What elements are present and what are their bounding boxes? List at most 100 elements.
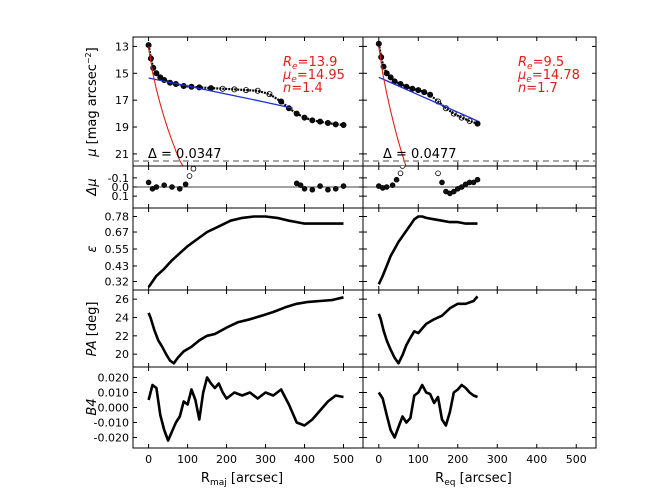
- x-tick-label: 400: [294, 453, 315, 466]
- mu-disk-line: [378, 76, 478, 122]
- x-tick-label: 500: [566, 453, 587, 466]
- y-axis-label: B4: [85, 398, 100, 415]
- x-tick-label: 100: [408, 453, 429, 466]
- y-tick-label: 13: [115, 40, 129, 53]
- dmu-point: [297, 182, 304, 188]
- data-group: [377, 215, 478, 285]
- delta-rms-label: Δ = 0.0477: [383, 147, 457, 162]
- data-group: [147, 296, 344, 365]
- fit-mue-annotation: μe=14.95: [282, 68, 345, 85]
- dmu-point: [435, 170, 441, 177]
- panel-right-mu: [362, 36, 597, 167]
- dmu-point: [317, 183, 323, 189]
- panel-left-eps: 0.78 0.67 0.55 0.43 0.32: [105, 207, 364, 291]
- panel-left-pa: 26 24 22 20: [115, 289, 364, 368]
- b4-profile-line: [377, 383, 478, 439]
- panel-left-mu: 13 15 17 19 21: [115, 36, 364, 167]
- y-axis-label-part: −2: [84, 52, 93, 64]
- pa-profile-line: [377, 295, 479, 365]
- fit-re-annotation-part: =9.5: [533, 55, 565, 70]
- y-axis-label-part: Δμ: [85, 178, 100, 196]
- fit-mue-annotation-part: =14.95: [297, 68, 345, 83]
- x-axis-label: Req [arcsec]: [435, 471, 512, 488]
- dmu-point: [186, 173, 193, 179]
- fit-re-annotation-part: e: [292, 62, 298, 72]
- y-axis-label: Δμ: [85, 178, 100, 196]
- dmu-point: [470, 179, 477, 186]
- y-axis-label-part: ε: [85, 245, 100, 252]
- panel-right-eps: [362, 207, 597, 291]
- panel-right-pa: [362, 289, 597, 368]
- y-tick-label: 22: [115, 330, 129, 343]
- dmu-point: [397, 170, 404, 177]
- y-axis-label-dmu: Δμ: [85, 178, 100, 196]
- dmu-point: [383, 184, 390, 190]
- x-tick-label: 400: [526, 453, 547, 466]
- y-axis-label-part: PA: [85, 340, 100, 356]
- fit-n-annotation-part: =1.4: [291, 81, 323, 96]
- fit-re-annotation: Re=13.9: [283, 55, 337, 72]
- dmu-point: [389, 182, 396, 188]
- fit-re-annotation-part: R: [283, 55, 292, 70]
- x-axis-label: Rmaj [arcsec]: [201, 471, 283, 488]
- fit-n-annotation: n=1.4: [283, 81, 323, 96]
- y-axis-label-part: [mag arcsec: [85, 64, 100, 148]
- dmu-point: [301, 186, 308, 192]
- axes-frame: [362, 289, 597, 368]
- fit-mue-annotation-part: μ: [517, 68, 526, 83]
- data-group: [147, 376, 344, 442]
- y-tick-label: 0.000: [98, 402, 130, 415]
- panel-right-dmu: [362, 165, 597, 209]
- y-axis-label-part: ]: [85, 47, 100, 52]
- fit-mue-annotation: μe=14.78: [517, 68, 580, 85]
- y-tick-label: 0.67: [105, 226, 130, 239]
- y-axis-label: ε: [85, 245, 100, 252]
- fit-mue-annotation-part: e: [291, 75, 297, 85]
- y-axis-label-part: [deg]: [85, 302, 100, 341]
- mu-bulge-line: [378, 46, 407, 166]
- y-axis-label-part: B4: [85, 398, 100, 415]
- y-tick-label: 0.020: [98, 372, 130, 385]
- dmu-point: [458, 184, 465, 190]
- dmu-point: [169, 184, 175, 190]
- y-tick-label: 24: [115, 312, 129, 325]
- x-axis-label-part: R: [435, 471, 444, 486]
- dmu-point: [474, 176, 481, 183]
- y-tick-label: 0.1: [112, 190, 130, 203]
- fit-mue-annotation-part: μ: [282, 68, 291, 83]
- data-group: [145, 166, 347, 193]
- data-group: [375, 40, 481, 166]
- x-axis-label-part: [arcsec]: [455, 471, 511, 486]
- x-axis-label-part: R: [201, 471, 210, 486]
- y-axis-label-eps: ε: [85, 245, 100, 252]
- mu-data-line: [147, 44, 344, 127]
- fit-re-annotation: Re=9.5: [518, 55, 564, 72]
- y-tick-label: 0.43: [105, 260, 130, 273]
- panel-left-b4: 0.020 0.010 0.000 -0.010 -0.020: [94, 366, 364, 449]
- y-tick-label: 0.55: [105, 243, 130, 256]
- mu-disk-line: [148, 77, 293, 109]
- x-tick-label: 300: [487, 453, 508, 466]
- x-axis-label-part: [arcsec]: [227, 471, 283, 486]
- dmu-point: [332, 186, 339, 192]
- fit-mue-annotation-part: e: [526, 75, 532, 85]
- pa-profile-line: [147, 296, 344, 365]
- b4-profile-line: [147, 376, 344, 442]
- y-tick-label: 26: [115, 293, 129, 306]
- y-axis-label: μ [mag arcsec−2]: [84, 47, 100, 157]
- axes-frame: [132, 207, 364, 291]
- dmu-point: [399, 166, 406, 169]
- dmu-point: [439, 179, 445, 186]
- y-tick-label: 0.0: [112, 181, 130, 194]
- dmu-point: [176, 186, 183, 192]
- y-tick-label: -0.020: [94, 432, 129, 445]
- mu-data-point: [340, 122, 347, 129]
- fit-re-annotation-part: e: [527, 62, 533, 72]
- dmu-point: [153, 184, 160, 190]
- y-tick-label: 0.78: [105, 210, 130, 223]
- panel-left-dmu: -0.10.00.1: [108, 165, 364, 209]
- fit-re-annotation-part: R: [518, 55, 527, 70]
- fit-n-annotation-part: =1.7: [526, 81, 558, 96]
- dmu-point: [145, 179, 152, 186]
